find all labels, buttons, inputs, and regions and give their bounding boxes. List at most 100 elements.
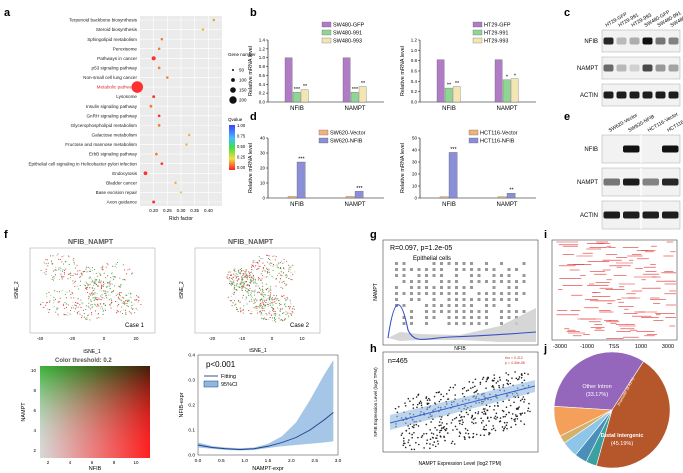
tsne-point <box>250 298 252 300</box>
tsne-point <box>249 288 251 290</box>
tsne-point <box>264 318 266 320</box>
panel-h-point <box>483 428 486 431</box>
panel-h-point <box>413 448 416 451</box>
bar-legend-label: HT29-993 <box>484 39 508 45</box>
panel-h-point <box>482 376 485 379</box>
tsne-point <box>233 283 235 285</box>
tsne-point <box>230 284 232 286</box>
panel-h-point <box>511 377 513 379</box>
tsne-point <box>58 258 60 260</box>
panel-g-point <box>447 286 451 289</box>
blot-band <box>668 37 679 45</box>
tsne-point <box>63 303 65 305</box>
tsne-point <box>278 272 280 274</box>
panel-g-point <box>402 316 406 319</box>
panel-g-point <box>447 304 451 307</box>
panel-h-point <box>397 405 400 408</box>
panel-a-point <box>131 81 144 93</box>
panel-g-point <box>440 292 443 295</box>
tsne-point <box>124 302 126 304</box>
tsne-point <box>87 305 89 307</box>
tsne-point <box>130 293 132 295</box>
panel-h-point <box>493 374 495 376</box>
tsne-point <box>85 305 87 307</box>
tsne-point <box>288 264 290 266</box>
tsne-point <box>61 289 63 292</box>
blot-membrane <box>601 56 681 80</box>
tsne-point <box>273 298 275 301</box>
bar-category-label: NFIB <box>442 202 456 208</box>
bar-rect <box>300 89 309 103</box>
tsne-point <box>101 283 103 285</box>
panel-h-point <box>400 434 403 436</box>
panel-a-pathway-label: Axon guidance <box>107 200 138 205</box>
heatmap-ytick: 4 <box>33 428 36 433</box>
tsne-point <box>128 292 130 294</box>
panel-h-point <box>440 424 442 427</box>
tsne-point <box>88 298 90 300</box>
tsne-point <box>274 296 276 299</box>
panel-a-point <box>151 56 156 61</box>
panel-a-pathway-label: Glycerophospholipid metabolism <box>71 123 138 128</box>
panel-h-point <box>502 429 505 432</box>
tsne-point <box>260 280 262 282</box>
tsne-point <box>233 280 235 282</box>
panel-h-point <box>498 420 501 423</box>
panel-h-point <box>440 418 442 421</box>
tsne-point <box>53 306 55 308</box>
tsne-point <box>242 286 244 288</box>
tsne-point <box>273 310 275 313</box>
tsne-point <box>236 289 239 291</box>
tsne-point <box>104 308 106 310</box>
tsne-point <box>104 304 106 306</box>
panel-h-point <box>441 422 443 424</box>
tsne-point <box>264 299 266 301</box>
tsne-point <box>40 303 42 305</box>
tsne-point <box>111 291 113 293</box>
tsne-point <box>119 311 121 313</box>
panel-g-point <box>485 322 488 325</box>
tsne-point <box>252 277 254 279</box>
tsne-point <box>89 319 91 321</box>
bar-y-tick-label: 0 <box>414 196 417 201</box>
tsne-point <box>101 285 104 287</box>
tsne-point <box>102 265 104 267</box>
panel-f-tsne2-title: NFIB_NAMPT <box>228 239 274 246</box>
tsne-point <box>283 304 286 306</box>
panel-h-point <box>528 402 530 405</box>
tsne-point <box>105 285 107 287</box>
tsne-point <box>86 288 88 290</box>
panel-g-point <box>462 304 466 307</box>
tsne-point <box>285 284 287 286</box>
tsne-point <box>258 291 261 293</box>
tsne-point <box>237 310 239 313</box>
tsne-point <box>290 271 292 274</box>
tsne-point <box>265 283 267 285</box>
panel-h-point <box>463 386 466 389</box>
tsne-point <box>242 274 244 276</box>
panel-h-point <box>426 399 429 401</box>
bar-y-tick-label: 0.2 <box>411 89 418 94</box>
panel-a-point <box>152 200 156 204</box>
panel-g-point <box>485 304 488 307</box>
tsne-point <box>262 318 264 320</box>
tsne-point <box>242 273 244 275</box>
tsne-point <box>47 308 49 310</box>
tsne-point <box>125 313 127 315</box>
tsne-point <box>79 304 81 306</box>
tsne-point <box>245 271 247 273</box>
tsne-point <box>49 309 51 311</box>
tsne-point <box>76 272 79 274</box>
tsne-point <box>284 282 286 284</box>
tsne-point <box>93 293 95 295</box>
tsne-point <box>233 300 235 302</box>
tsne-point <box>282 272 285 274</box>
tsne-point <box>268 255 270 257</box>
panel-g-point <box>515 280 518 283</box>
tsne-point <box>258 287 260 290</box>
tsne-point <box>252 275 255 277</box>
tsne-point <box>115 301 117 303</box>
blot-row-label: NAMPT <box>577 180 598 186</box>
panel-h-fit-line <box>389 385 536 424</box>
panel-g-point <box>432 262 436 265</box>
